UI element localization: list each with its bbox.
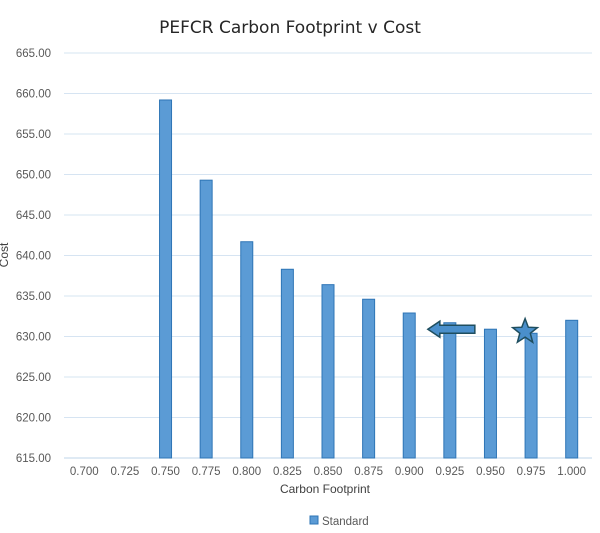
bar [321, 284, 335, 459]
x-tick-label: 0.800 [232, 466, 261, 478]
bar [199, 179, 213, 459]
legend: Standard [309, 515, 369, 528]
y-tick-label: 655.00 [16, 129, 51, 141]
y-tick-label: 620.00 [16, 413, 51, 425]
bar [524, 332, 538, 459]
y-tick-label: 635.00 [16, 291, 51, 303]
x-tick-label: 0.900 [395, 466, 424, 478]
chart-title: PEFCR Carbon Footprint v Cost [159, 18, 421, 38]
bar [240, 241, 254, 459]
x-tick-label: 0.700 [70, 466, 99, 478]
y-tick-label: 660.00 [16, 89, 51, 101]
legend-swatch-standard [309, 515, 319, 525]
x-tick-label: 0.875 [354, 466, 383, 478]
y-tick-label: 630.00 [16, 332, 51, 344]
y-tick-label: 650.00 [16, 170, 51, 182]
y-axis-label: Cost [0, 242, 11, 267]
y-tick-label: 625.00 [16, 372, 51, 384]
bar [280, 268, 294, 459]
bar [565, 319, 579, 459]
y-tick-label: 615.00 [16, 453, 51, 465]
x-tick-label: 0.750 [151, 466, 180, 478]
bar [443, 322, 457, 459]
x-tick-label: 0.950 [476, 466, 505, 478]
bar [402, 312, 416, 459]
star-icon [510, 316, 540, 344]
x-tick-label: 0.975 [517, 466, 546, 478]
x-tick-label: 0.825 [273, 466, 302, 478]
y-tick-label: 665.00 [16, 48, 51, 60]
arrow-left-icon [426, 319, 476, 339]
x-tick-label: 0.850 [314, 466, 343, 478]
x-tick-label: 0.925 [435, 466, 464, 478]
bar [483, 328, 497, 459]
bar [159, 99, 173, 459]
legend-label-standard: Standard [322, 516, 369, 528]
x-tick-label: 0.775 [192, 466, 221, 478]
x-tick-label: 0.725 [111, 466, 140, 478]
y-tick-label: 640.00 [16, 251, 51, 263]
x-axis-label: Carbon Footprint [280, 482, 371, 496]
y-tick-label: 645.00 [16, 210, 51, 222]
bar [362, 298, 376, 459]
x-tick-label: 1.000 [557, 466, 586, 478]
